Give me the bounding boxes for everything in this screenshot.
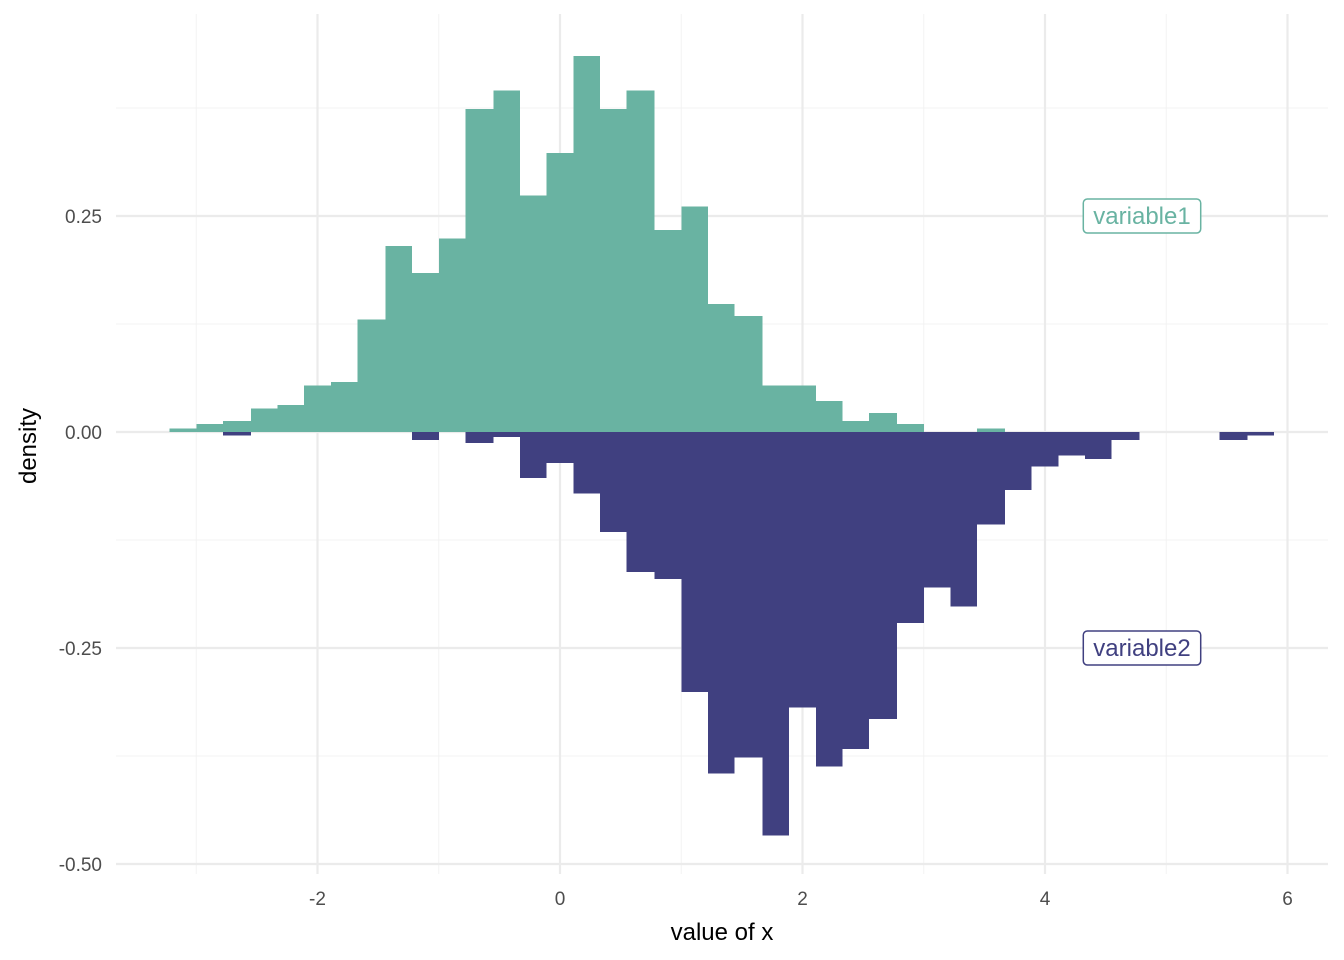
variable2-bar [869,432,898,719]
variable1-bar [573,56,601,432]
variable2-bar [950,432,978,607]
variable2-bar [626,432,655,572]
annotation-box [1082,630,1202,666]
variable2-bar [465,432,494,444]
variable1-bar [493,90,520,432]
variable1-bar [681,206,708,432]
variable1-bar [546,152,574,433]
variable1-bar [815,400,843,432]
variable1-bar [600,108,627,432]
y-tick-label: -0.50 [59,855,102,876]
x-axis-title: value of x [671,919,774,946]
variable2-bar [707,432,735,774]
variable2-bar [1247,432,1275,436]
variable1-bar [762,385,790,432]
variable2-bar [493,432,520,438]
variable2-bar [789,432,816,708]
variable1-bar [330,381,358,432]
variable1-bar [654,229,682,432]
annotation-text: variable1 [1093,203,1190,230]
variable2-bar [1004,432,1032,490]
variable1-bar [357,319,386,432]
x-tick-label: 0 [555,889,566,910]
variable2-bar [600,432,627,533]
variable1-bar [626,90,655,432]
variable2-bar [1058,432,1086,456]
variable1-bar [222,420,251,432]
variable1-bar [707,304,735,432]
x-tick-label: 4 [1040,889,1051,910]
variable2-bars [222,432,1275,836]
annotation-box [1082,198,1202,234]
variable2-bar [1031,432,1059,467]
series-annotations: variable1 variable2 [1082,198,1202,666]
variable1-bar [169,428,197,432]
variable2-bar [681,432,708,693]
x-tick-label: 2 [797,889,808,910]
variable2-bar [546,432,574,464]
variable1-bar [869,412,898,432]
variable2-bar [222,432,251,436]
variable1-bar [465,108,494,432]
variable2-bar [842,432,870,750]
variable1-bar [438,238,466,432]
variable1-bar [734,316,763,432]
variable2-bar [923,432,951,588]
variable2-bar [1085,432,1112,459]
variable1-bar [789,385,816,432]
histogram-bars [169,56,1275,836]
annotation-label: variable2 [1082,630,1202,666]
variable1-bar [977,428,1005,432]
y-tick-label: 0.25 [65,207,102,228]
variable2-bar [734,432,763,758]
variable2-bar [519,432,547,478]
variable1-bar [842,420,870,432]
annotation-label: variable1 [1082,198,1202,234]
variable1-bar [277,405,305,432]
x-tick-label: 6 [1282,889,1293,910]
y-axis-tick-labels: -0.50 -0.25 0.00 0.25 [59,207,102,876]
variable2-bar [897,432,924,623]
variable2-bar [1111,432,1140,440]
y-tick-label: -0.25 [59,639,102,660]
variable1-bar [412,273,439,432]
x-axis-tick-labels: -2 0 2 4 6 [309,889,1293,910]
variable1-bar [304,385,331,432]
x-tick-label: -2 [309,889,326,910]
variable2-bar [977,432,1005,525]
y-tick-label: 0.00 [65,423,102,444]
variable1-bar [385,246,413,432]
variable1-bar [196,424,223,432]
variable1-bar [250,408,278,432]
variable2-bar [762,432,790,836]
variable1-bar [897,424,924,432]
variable2-bar [1219,432,1248,440]
variable2-bar [412,432,439,440]
variable2-bar [815,432,843,767]
variable2-bar [573,432,601,494]
variable1-bars [169,56,1005,433]
y-axis-title: density [15,408,42,484]
variable2-bar [654,432,682,579]
variable1-bar [519,195,547,432]
annotation-text: variable2 [1093,635,1190,662]
